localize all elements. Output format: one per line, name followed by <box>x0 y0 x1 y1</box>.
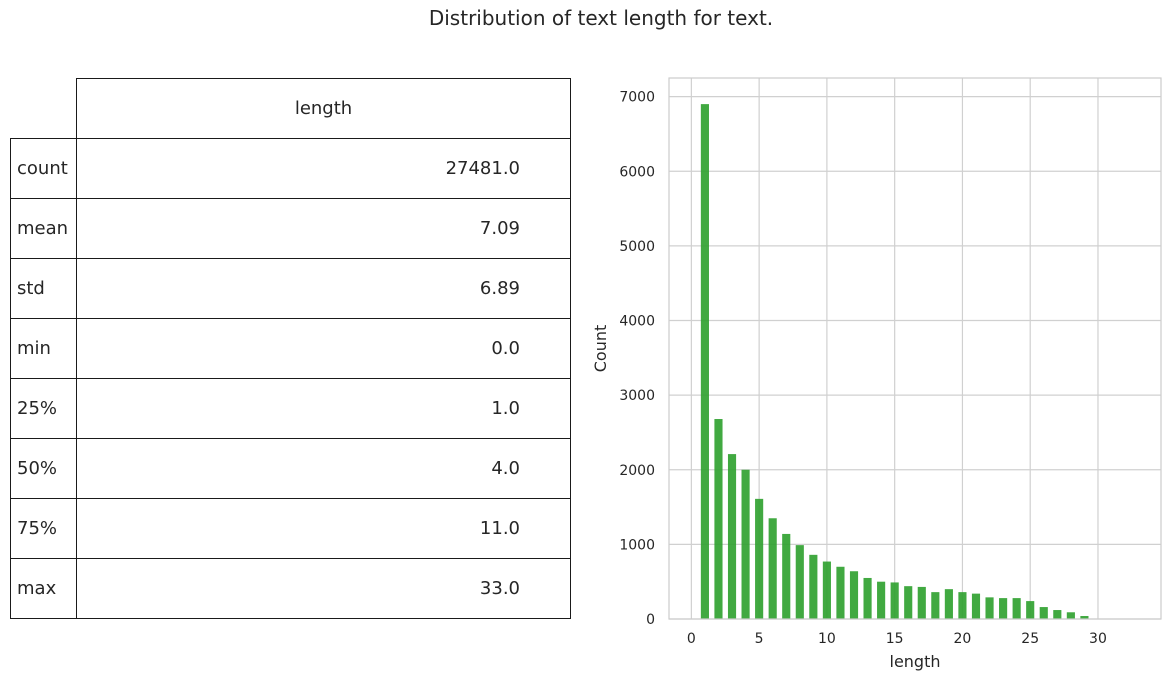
histogram-bar <box>971 593 981 619</box>
row-label: 50% <box>10 438 77 499</box>
row-value: 1.0 <box>76 378 571 439</box>
histogram-bar <box>727 454 737 619</box>
histogram-bar <box>768 518 777 619</box>
row-value: 6.89 <box>76 258 571 319</box>
y-tick-label: 6000 <box>619 164 655 180</box>
histogram-bar <box>904 586 913 619</box>
table-row: 25% 1.0 <box>10 378 571 439</box>
histogram-bar <box>917 586 926 619</box>
histogram-bar <box>795 545 804 619</box>
plot-frame <box>668 77 1162 620</box>
row-value: 33.0 <box>76 558 571 619</box>
histogram-bar <box>1026 601 1035 619</box>
table-row: std 6.89 <box>10 258 571 319</box>
x-tick-label: 30 <box>1089 631 1107 647</box>
x-tick-label: 20 <box>954 631 972 647</box>
y-tick-label: 3000 <box>619 388 655 404</box>
histogram-bar <box>931 592 940 619</box>
tick-labels: 0 5 10 15 20 25 30 0 1000 2000 3000 4000 5000 6000 700… <box>619 90 1107 647</box>
x-tick-label: 5 <box>755 631 764 647</box>
histogram-bar <box>782 533 791 619</box>
histogram-bar <box>1053 610 1062 619</box>
histogram-bar <box>714 419 723 619</box>
histogram-bar <box>944 589 953 619</box>
table-row: 75% 11.0 <box>10 498 571 559</box>
histogram-bar <box>849 571 859 619</box>
column-header: length <box>76 78 571 139</box>
row-label: mean <box>10 198 77 259</box>
histogram-bar <box>999 598 1008 619</box>
x-axis-label: length <box>890 652 941 671</box>
histogram-bar <box>755 498 764 619</box>
grid-lines <box>669 78 1161 620</box>
row-label: 75% <box>10 498 77 559</box>
y-tick-label: 2000 <box>619 463 655 479</box>
histogram-bar <box>822 561 831 619</box>
histogram-bars <box>700 104 1089 619</box>
table-row: mean 7.09 <box>10 198 571 259</box>
histogram-bar <box>877 581 886 619</box>
summary-table: length count 27481.0 mean 7.09 std 6.89 min… <box>10 78 571 619</box>
y-tick-label: 1000 <box>619 537 655 553</box>
histogram-bar <box>700 104 709 619</box>
histogram-bar <box>863 577 872 619</box>
row-value: 0.0 <box>76 318 571 379</box>
histogram-bar <box>890 582 899 619</box>
histogram-bar <box>741 469 750 619</box>
table-row: max 33.0 <box>10 558 571 619</box>
row-value: 11.0 <box>76 498 571 559</box>
table-row: 50% 4.0 <box>10 438 571 499</box>
x-tick-label: 15 <box>886 631 904 647</box>
row-value: 4.0 <box>76 438 571 499</box>
histogram-bar <box>809 554 818 619</box>
histogram-bar <box>1066 612 1075 619</box>
histogram-bar <box>1039 607 1048 619</box>
histogram-bar <box>1080 616 1089 619</box>
y-tick-label: 7000 <box>619 90 655 106</box>
y-tick-label: 0 <box>646 612 655 628</box>
histogram-bar <box>836 566 845 619</box>
table-corner <box>10 78 77 139</box>
x-tick-label: 25 <box>1021 631 1039 647</box>
table-row: count 27481.0 <box>10 138 571 199</box>
y-axis-label: Count <box>591 325 610 373</box>
y-tick-label: 4000 <box>619 314 655 330</box>
table-row: min 0.0 <box>10 318 571 379</box>
y-tick-label: 5000 <box>619 239 655 255</box>
x-tick-label: 10 <box>818 631 836 647</box>
row-label: std <box>10 258 77 319</box>
x-tick-label: 0 <box>687 631 696 647</box>
row-value: 27481.0 <box>76 138 571 199</box>
histogram-bar <box>985 597 994 619</box>
histogram-bar <box>1012 598 1021 619</box>
row-value: 7.09 <box>76 198 571 259</box>
histogram-bar <box>958 592 967 619</box>
figure-title: Distribution of text length for text. <box>428 6 774 30</box>
row-label: max <box>10 558 77 619</box>
